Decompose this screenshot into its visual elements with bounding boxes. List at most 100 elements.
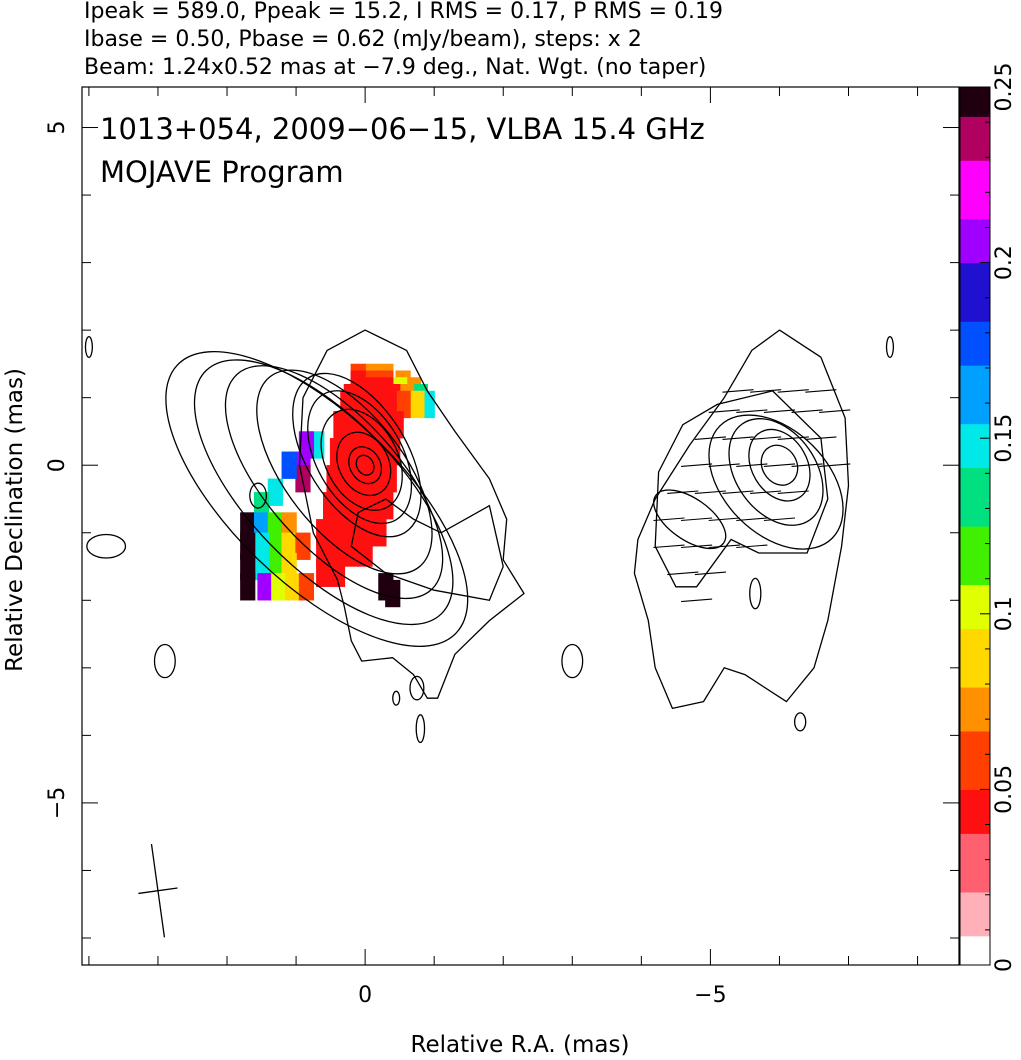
evpa-vector [722,490,754,495]
right-noise-contour [885,336,895,359]
evpa-vector [736,544,768,549]
header-line-2: Ibase = 0.50, Pbase = 0.62 (mJy/beam), s… [84,27,642,52]
left-noise-contour [392,690,401,706]
polarization-pixel-map [240,363,435,608]
colorbar-swatch [960,160,990,176]
colorbar-swatch [960,716,990,732]
left-contour [320,408,403,511]
x-tick-label-minus5: −5 [694,983,726,1008]
total-intensity-contours [84,329,895,744]
colorbar-swatch [960,496,990,512]
evpa-vectors [653,389,851,603]
beam-minor-axis [138,887,178,895]
x-axis-title: Relative R.A. (mas) [411,1032,630,1058]
colorbar [959,86,991,966]
colorbar-swatch [960,174,990,191]
left-contour [224,365,444,600]
colorbar-swatch [960,277,990,293]
colorbar-swatch [960,847,990,864]
pol-pixel [295,532,311,560]
right-mid-contour [654,390,829,588]
evpa-vector [763,463,796,468]
colorbar-swatch [960,774,990,790]
colorbar-swatch [960,482,990,498]
evpa-vector [681,463,713,468]
evpa-vector [791,463,823,468]
x-tick-label-0: 0 [358,983,372,1008]
colorbar-swatch [960,818,990,834]
colorbar-swatch [960,233,990,249]
left-noise-contour [84,336,94,359]
left-contour [336,431,392,497]
colorbar-swatch [960,745,990,761]
colorbar-swatch [960,438,990,454]
colorbar-swatch [960,321,990,337]
left-noise-contour [153,643,176,679]
colorbar-swatch [960,335,990,351]
colorbar-swatch [960,130,990,147]
evpa-vector [736,409,768,413]
colorbar-swatch [960,643,990,659]
source-label: 1013+054, 2009−06−15, VLBA 15.4 GHz [100,112,705,146]
colorbar-swatch [960,204,990,220]
left-contour [256,369,433,575]
pol-pixel [357,438,373,466]
pol-pixel [378,492,394,520]
evpa-vector [763,517,796,522]
colorbar-swatch [960,511,990,527]
colorbar-swatch [960,862,990,878]
right-contour [708,414,844,550]
right-contour [748,428,811,502]
y-axis-title: Relative Declination (mas) [2,368,28,672]
evpa-vector [777,436,809,440]
colorbar-swatch [960,526,990,542]
pol-pixel [326,465,342,493]
y-tick-label-5: 5 [45,121,70,135]
evpa-vector [722,389,754,393]
y-tick-label-minus5: −5 [45,787,70,819]
pol-pixel [333,411,349,439]
header-line-3: Beam: 1.24x0.52 mas at −7.9 deg., Nat. W… [84,55,706,80]
colorbar-swatch [960,906,990,922]
colorbar-swatch [960,833,990,849]
colorbar-swatch [960,760,990,776]
colorbar-swatch [960,87,990,103]
pol-pixel [385,579,401,608]
pol-pixel [257,573,273,601]
evpa-vector [681,544,713,549]
evpa-vector [819,463,851,468]
pol-pixel [354,465,370,493]
colorbar-swatch [960,891,990,908]
evpa-vector [819,409,851,413]
right-noise-contour [793,712,807,732]
evpa-vector [777,490,809,495]
evpa-vector [708,463,740,468]
plot-area [84,329,895,938]
left-contour [292,372,422,538]
colorbar-label-015: 0.15 [992,414,1017,463]
left-noise-contour [86,533,127,559]
colorbar-swatch [960,350,990,366]
evpa-vector [667,571,699,576]
evpa-vector [681,598,713,603]
colorbar-swatch [960,730,990,747]
colorbar-swatch [960,101,990,117]
evpa-vector [653,517,685,522]
colorbar-label-025: 0.25 [992,63,1017,112]
pol-pixel [340,465,356,493]
pol-pixel [240,573,256,601]
evpa-vector [805,389,837,393]
colorbar-swatch [960,789,990,805]
colorbar-label-01: 0.1 [992,596,1017,631]
evpa-vector [694,571,726,576]
colorbar-swatch [960,218,990,234]
pol-pixel [295,465,311,493]
evpa-vector [694,436,726,440]
colorbar-swatch [960,686,990,703]
pol-pixel [371,519,387,547]
evpa-vector [694,490,726,495]
program-label: MOJAVE Program [100,155,344,189]
right-lobe-contour [653,489,727,550]
evpa-vector [791,409,823,413]
